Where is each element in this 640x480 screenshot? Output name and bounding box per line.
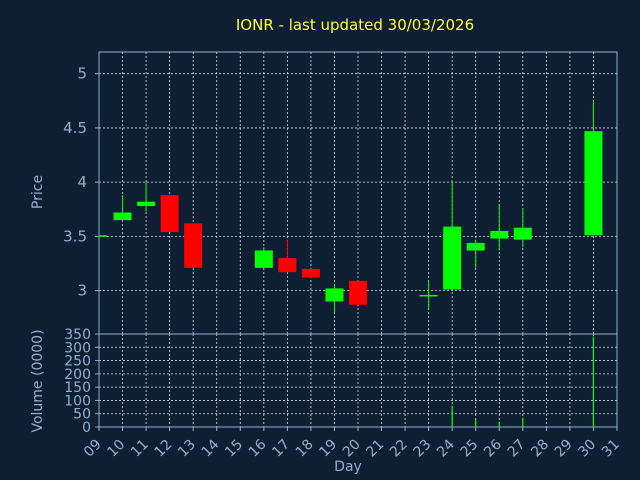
price-panel: 5 4.5 4 3.5 3 <box>63 51 618 335</box>
candle-body-day-18 <box>301 268 320 278</box>
volume-tick-label: 100 <box>64 393 91 409</box>
x-tick-label: 27 <box>505 437 529 461</box>
volume-bar-day-10 <box>121 426 124 427</box>
x-axis-label: Day <box>334 459 362 475</box>
price-tick-label: 5 <box>77 65 87 83</box>
volume-bar-day-12 <box>169 426 171 427</box>
volume-tick-label: 0 <box>82 420 91 436</box>
price-tick-label: 4.5 <box>63 119 87 137</box>
candle-body-day-23 <box>419 294 438 297</box>
x-tick-label: 29 <box>552 437 576 461</box>
volume-bar-day-24 <box>451 405 453 427</box>
candle-body-day-24 <box>443 226 462 290</box>
x-tick-label: 30 <box>575 437 599 461</box>
x-tick-label: 09 <box>81 437 105 461</box>
candle-body-day-25 <box>466 242 485 251</box>
volume-bar-day-23 <box>428 426 430 427</box>
candle-body-day-26 <box>490 230 509 239</box>
x-tick-label: 21 <box>363 437 387 461</box>
candle-body-day-19 <box>325 288 344 302</box>
x-tick-label: 14 <box>199 436 223 460</box>
x-tick-label: 25 <box>458 437 482 461</box>
volume-bar-day-20 <box>357 426 359 427</box>
volume-tick-label: 50 <box>73 407 91 423</box>
candle-body-day-16 <box>254 250 273 268</box>
candle-body-day-30 <box>584 131 603 236</box>
x-tick-label: 19 <box>316 437 340 461</box>
candle-body-day-27 <box>513 227 532 240</box>
x-tick-label: 18 <box>293 437 317 461</box>
volume-bar-day-27 <box>522 417 524 427</box>
candle-body-day-20 <box>349 280 367 305</box>
volume-tick-label: 300 <box>64 340 91 356</box>
x-tick-label: 31 <box>599 437 623 461</box>
chart-title: IONR - last updated 30/03/2026 <box>236 16 474 34</box>
price-tick-label: 3 <box>77 282 87 300</box>
candle-body-day-10 <box>113 212 132 221</box>
candle-body-day-17 <box>278 258 297 273</box>
x-tick-label: 23 <box>411 437 435 461</box>
x-tick-label: 28 <box>528 437 552 461</box>
x-tick-label: 22 <box>387 437 411 461</box>
x-tick-label: 12 <box>152 437 176 461</box>
volume-bar-day-25 <box>475 419 477 427</box>
volume-bar-day-9 <box>98 426 100 428</box>
volume-tick-label: 250 <box>64 354 91 370</box>
volume-bar-day-13 <box>192 426 194 427</box>
x-tick-label: 10 <box>104 437 128 461</box>
x-tick-label: 13 <box>175 437 199 461</box>
volume-tick-label: 150 <box>64 380 91 396</box>
x-tick-label: 24 <box>434 436 458 460</box>
volume-bar-day-16 <box>263 426 265 427</box>
volume-bar-day-30 <box>592 336 595 427</box>
volume-axis-label: Volume (0000) <box>30 329 46 432</box>
x-tick-label: 20 <box>340 437 364 461</box>
price-axis-label: Price <box>30 175 46 209</box>
candle-body-day-9 <box>99 235 107 237</box>
volume-bar-day-11 <box>145 426 147 428</box>
candle-body-day-11 <box>137 201 156 207</box>
price-tick-label: 3.5 <box>63 227 87 245</box>
x-tick-label: 26 <box>481 436 505 460</box>
volume-bar-day-26 <box>498 421 500 427</box>
volume-bar-day-18 <box>310 426 312 428</box>
candle-body-day-12 <box>160 195 179 233</box>
volume-tick-label: 200 <box>64 367 91 383</box>
x-tick-label: 11 <box>128 437 152 461</box>
volume-bar-day-17 <box>286 426 288 427</box>
price-tick-label: 4 <box>77 173 87 191</box>
candle-body-day-13 <box>184 223 203 268</box>
volume-bar-day-19 <box>333 425 336 427</box>
x-tick-label: 17 <box>269 437 293 461</box>
volume-tick-label: 350 <box>64 327 91 343</box>
x-tick-label: 15 <box>222 437 246 461</box>
x-tick-label: 16 <box>246 436 270 460</box>
